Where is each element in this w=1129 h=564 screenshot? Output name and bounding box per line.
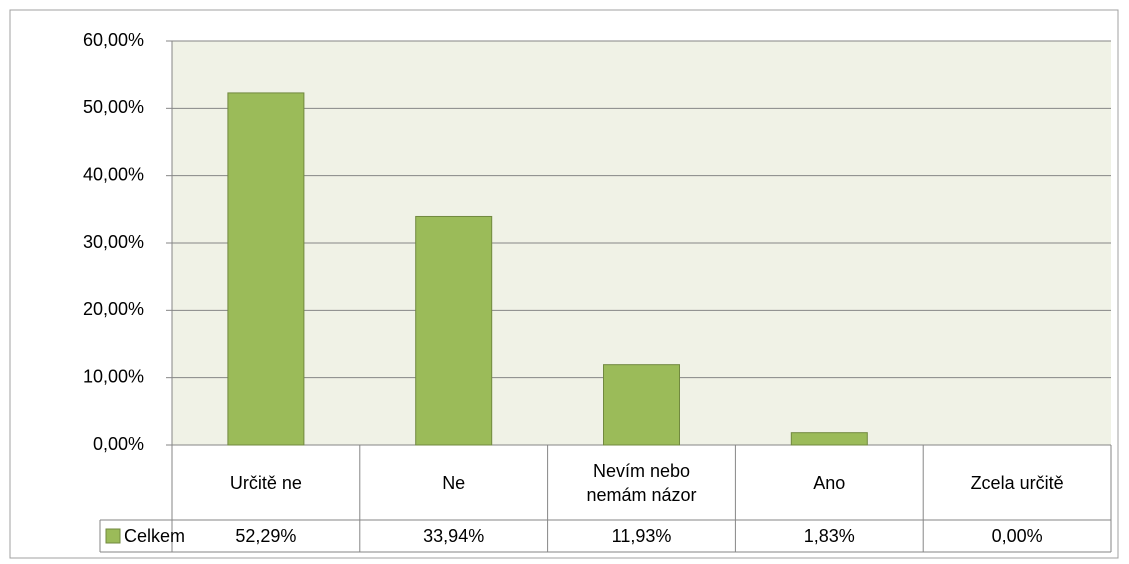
y-tick-label: 60,00% — [83, 30, 144, 50]
x-tick-label-box: Nevím nebo nemám názor — [586, 460, 697, 505]
legend-swatch — [105, 528, 121, 544]
bar — [415, 215, 493, 446]
y-tick-label: 30,00% — [83, 232, 144, 252]
data-label: 0,00% — [992, 526, 1043, 546]
bar — [790, 432, 868, 446]
data-label: 1,83% — [804, 526, 855, 546]
x-tick-label: Nevím nebo nemám názor — [586, 460, 697, 505]
x-tick-label-box: Zcela určitě — [970, 472, 1064, 493]
y-tick-label: 0,00% — [93, 434, 144, 454]
y-tick-label: 20,00% — [83, 299, 144, 319]
x-tick-label: Ne — [442, 472, 466, 493]
x-tick-label: Zcela určitě — [970, 472, 1064, 493]
y-tick-label: 10,00% — [83, 366, 144, 386]
x-tick-label-box: Ano — [813, 472, 846, 493]
data-label: 33,94% — [423, 526, 484, 546]
y-tick-label: 40,00% — [83, 164, 144, 184]
y-tick-label: 50,00% — [83, 97, 144, 117]
x-tick-label-box: Ne — [442, 472, 466, 493]
bar — [227, 92, 305, 446]
data-label: 52,29% — [235, 526, 296, 546]
legend-label: Celkem — [124, 526, 185, 546]
bar — [603, 364, 680, 446]
x-tick-label: Ano — [813, 472, 846, 493]
data-label: 11,93% — [612, 526, 672, 546]
x-tick-label-box: Určitě ne — [229, 472, 302, 493]
x-tick-label: Určitě ne — [229, 472, 302, 493]
